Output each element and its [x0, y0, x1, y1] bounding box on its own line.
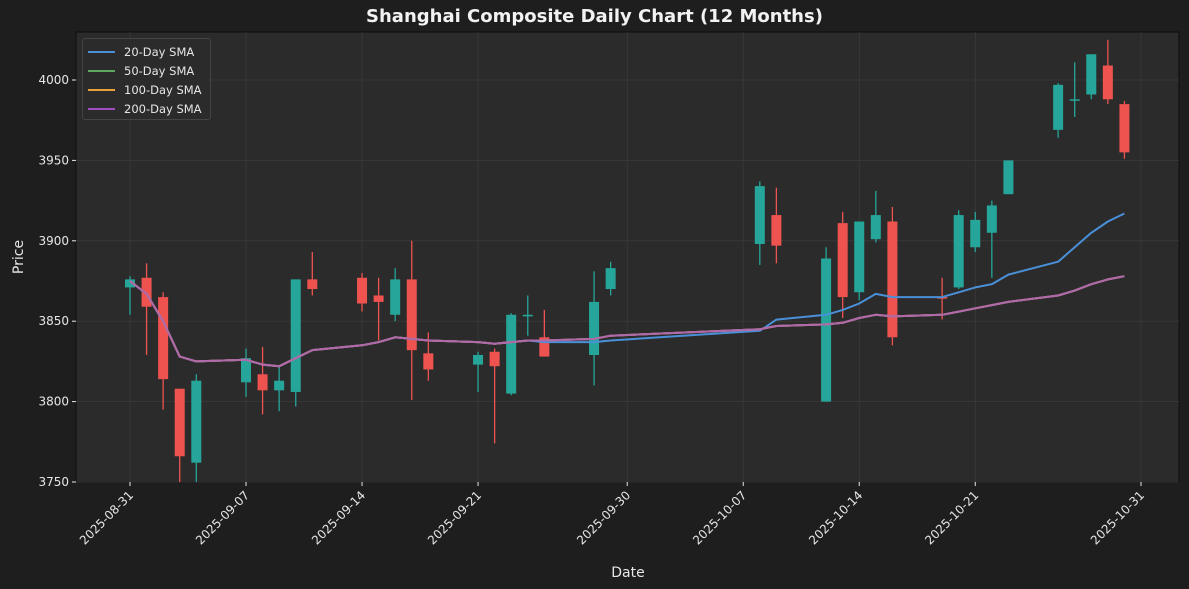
- x-tick-label: 2025-10-21: [922, 488, 981, 547]
- legend-item-sma100: 100-Day SMA: [87, 80, 210, 99]
- candle: [125, 276, 135, 315]
- legend-item-sma20: 20-Day SMA: [87, 42, 210, 61]
- candle: [771, 187, 782, 264]
- candle: [191, 374, 202, 482]
- y-axis-label: Price: [11, 240, 27, 274]
- candle: [589, 271, 600, 386]
- x-tick-label: 2025-10-14: [806, 488, 865, 547]
- candle: [1119, 100, 1130, 159]
- candle: [290, 279, 301, 407]
- sma200-line-overlay: [129, 275, 1125, 368]
- y-tick-label: 3800: [38, 395, 69, 409]
- x-tick-label: 2025-09-30: [574, 488, 633, 547]
- x-tick-label: 2025-10-31: [1088, 488, 1147, 547]
- candle: [953, 210, 964, 290]
- candle: [605, 261, 616, 296]
- candle: [390, 268, 401, 322]
- candle: [473, 351, 484, 392]
- candle: [174, 388, 185, 482]
- legend-label: 20-Day SMA: [124, 44, 195, 59]
- legend-item-sma200: 200-Day SMA: [87, 99, 210, 118]
- candle: [1003, 160, 1014, 195]
- candle: [522, 295, 533, 336]
- candle: [158, 292, 169, 410]
- candle: [241, 348, 252, 397]
- candle: [539, 309, 550, 357]
- candle: [506, 313, 517, 396]
- gridlines: [76, 32, 1179, 483]
- y-tick-label: 4000: [38, 73, 69, 87]
- y-tick-label: 3850: [38, 314, 69, 328]
- chart-title: Shanghai Composite Daily Chart (12 Month…: [366, 6, 823, 27]
- candle: [406, 240, 417, 400]
- y-axis-ticks: 3750 3800 3850 3900 3950 4000: [38, 73, 76, 489]
- legend-label: 100-Day SMA: [124, 82, 202, 97]
- candle: [887, 207, 898, 346]
- legend-label: 200-Day SMA: [124, 101, 202, 116]
- x-tick-label: 2025-08-31: [77, 488, 136, 547]
- candle: [373, 277, 384, 341]
- candle: [307, 252, 318, 296]
- x-tick-label: 2025-10-07: [690, 488, 749, 547]
- x-axis-label: Date: [611, 565, 644, 581]
- legend-item-sma50: 50-Day SMA: [87, 61, 210, 80]
- candle: [1102, 39, 1113, 105]
- candle: [870, 190, 881, 243]
- sma200-line-swatch: [88, 107, 115, 110]
- x-tick-label: 2025-09-14: [309, 488, 368, 547]
- sma100-line-swatch: [88, 88, 115, 91]
- candle: [970, 211, 981, 253]
- candles: [125, 39, 1130, 482]
- candle: [986, 200, 997, 278]
- candle: [141, 263, 152, 355]
- legend: 20-Day SMA 50-Day SMA 100-Day SMA 200-Da…: [82, 38, 211, 120]
- candle: [274, 366, 285, 412]
- x-tick-label: 2025-09-07: [193, 488, 252, 547]
- sma-lines: [129, 212, 1125, 368]
- legend-label: 50-Day SMA: [124, 63, 195, 78]
- y-tick-label: 3750: [38, 475, 69, 489]
- x-tick-label: 2025-09-21: [425, 488, 484, 547]
- x-axis-ticks: 2025-08-31 2025-09-07 2025-09-14 2025-09-21…: [77, 482, 1147, 547]
- candle: [754, 181, 765, 265]
- candle: [837, 211, 848, 318]
- y-tick-label: 3900: [38, 234, 69, 248]
- sma50-line-swatch: [88, 69, 115, 72]
- candle: [1086, 54, 1097, 100]
- candle: [1053, 83, 1064, 138]
- sma20-line-swatch: [88, 50, 115, 53]
- candle: [489, 348, 500, 444]
- candle: [1069, 62, 1080, 117]
- candle: [854, 221, 865, 301]
- y-tick-label: 3950: [38, 153, 69, 167]
- candle: [357, 272, 368, 312]
- candle: [257, 346, 268, 415]
